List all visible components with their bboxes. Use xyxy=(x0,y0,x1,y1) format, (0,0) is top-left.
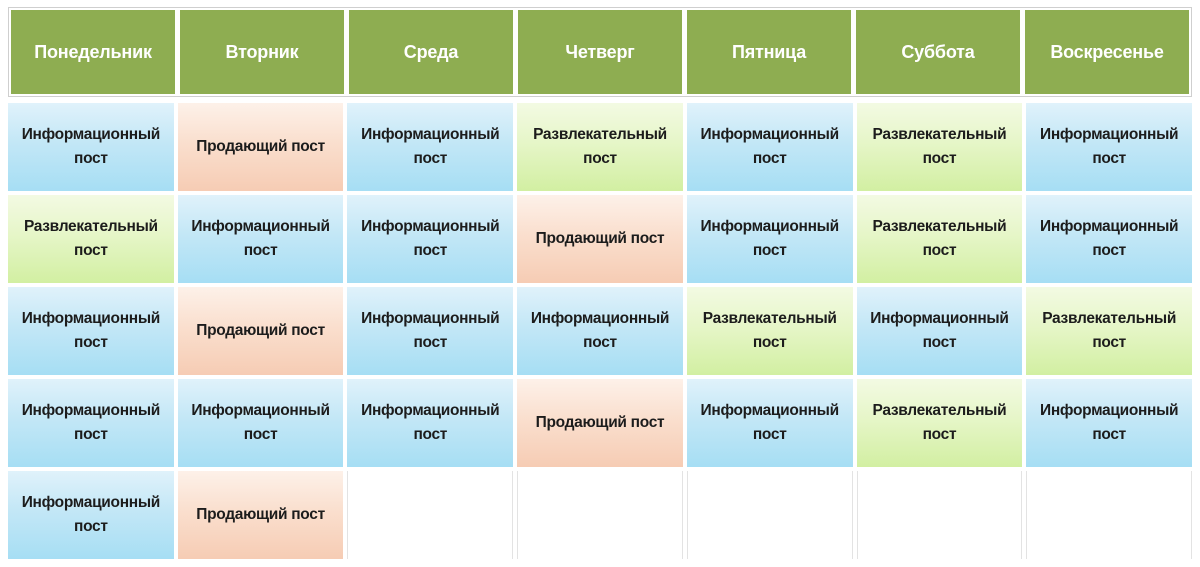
info-post-cell: Информационный пост xyxy=(856,287,1023,375)
sell-post-cell: Продающий пост xyxy=(517,195,683,283)
sell-post-cell: Продающий пост xyxy=(177,471,344,559)
weekday-header-row: Понедельник Вторник Среда Четверг Пятница Суб… xyxy=(8,7,1192,97)
info-post-cell: Информационный пост xyxy=(686,195,853,283)
info-post-cell: Информационный пост xyxy=(1026,195,1192,283)
info-post-cell: Информационный пост xyxy=(8,379,174,467)
sell-post-cell: Продающий пост xyxy=(177,103,344,191)
weekday-header-6: Суббота xyxy=(856,10,1020,94)
empty-cell xyxy=(686,471,853,559)
info-post-cell: Информационный пост xyxy=(1026,103,1192,191)
info-post-cell: Информационный пост xyxy=(1026,379,1192,467)
info-post-cell: Информационный пост xyxy=(347,103,514,191)
fun-post-cell: Развлекательный пост xyxy=(8,195,174,283)
info-post-cell: Информационный пост xyxy=(177,195,344,283)
weekday-header-3: Среда xyxy=(349,10,513,94)
empty-cell xyxy=(1026,471,1192,559)
empty-cell xyxy=(856,471,1023,559)
weekday-header-5: Пятница xyxy=(687,10,851,94)
info-post-cell: Информационный пост xyxy=(517,287,683,375)
sell-post-cell: Продающий пост xyxy=(517,379,683,467)
info-post-cell: Информационный пост xyxy=(347,287,514,375)
weekday-header-4: Четверг xyxy=(518,10,682,94)
fun-post-cell: Развлекательный пост xyxy=(856,195,1023,283)
info-post-cell: Информационный пост xyxy=(177,379,344,467)
fun-post-cell: Развлекательный пост xyxy=(856,103,1023,191)
weekday-header-7: Воскресенье xyxy=(1025,10,1189,94)
weekday-header-1: Понедельник xyxy=(11,10,175,94)
info-post-cell: Информационный пост xyxy=(347,379,514,467)
fun-post-cell: Развлекательный пост xyxy=(856,379,1023,467)
empty-cell xyxy=(347,471,514,559)
info-post-cell: Информационный пост xyxy=(686,103,853,191)
sell-post-cell: Продающий пост xyxy=(177,287,344,375)
post-schedule-grid: Информационный пост Продающий пост Информа… xyxy=(8,103,1192,559)
info-post-cell: Информационный пост xyxy=(686,379,853,467)
fun-post-cell: Развлекательный пост xyxy=(517,103,683,191)
weekday-header-2: Вторник xyxy=(180,10,344,94)
info-post-cell: Информационный пост xyxy=(8,103,174,191)
info-post-cell: Информационный пост xyxy=(8,287,174,375)
info-post-cell: Информационный пост xyxy=(8,471,174,559)
fun-post-cell: Развлекательный пост xyxy=(686,287,853,375)
info-post-cell: Информационный пост xyxy=(347,195,514,283)
empty-cell xyxy=(517,471,683,559)
fun-post-cell: Развлекательный пост xyxy=(1026,287,1192,375)
